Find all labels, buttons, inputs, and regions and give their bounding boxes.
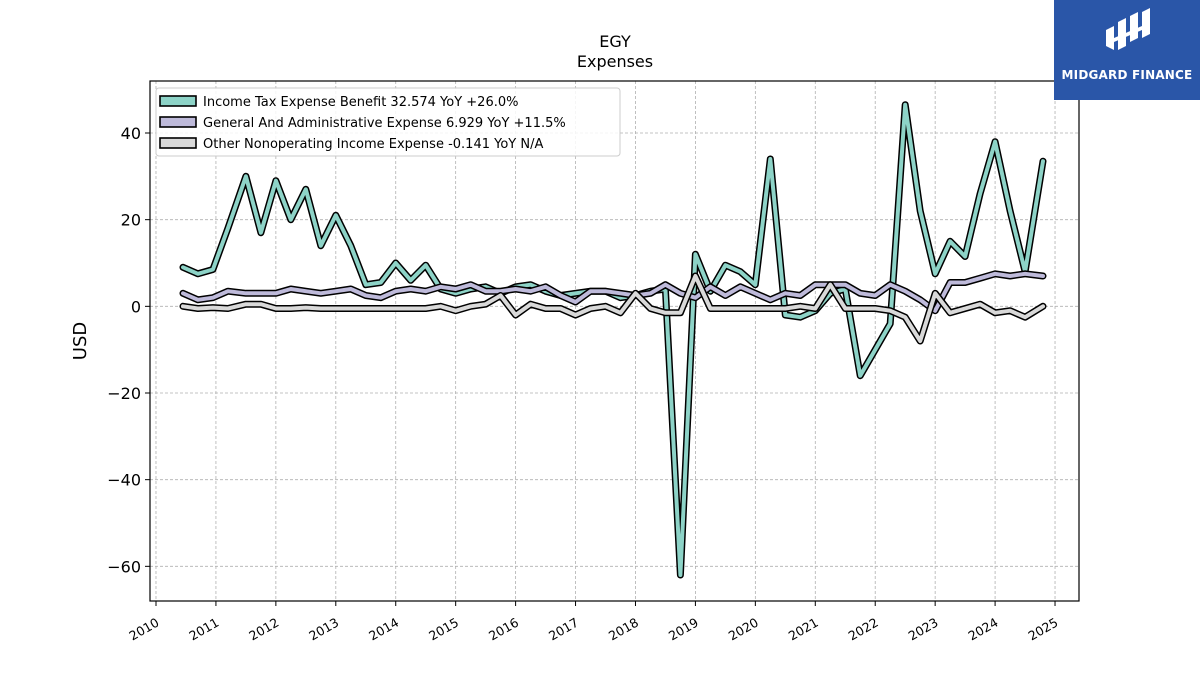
y-tick-label: 20	[121, 211, 141, 230]
x-tick-label: 2014	[366, 615, 401, 644]
logo-mark-icon	[1106, 8, 1150, 50]
x-tick-label: 2011	[186, 615, 221, 644]
grid	[150, 81, 1079, 601]
legend-label-3: Other Nonoperating Income Expense -0.141…	[203, 137, 543, 152]
brand-logo: MIDGARD FINANCE	[1054, 0, 1200, 100]
logo-wordmark: MIDGARD FINANCE	[1061, 68, 1193, 82]
chart-title: EGY	[599, 32, 631, 51]
x-tick-label: 2015	[426, 615, 461, 644]
x-tick-label: 2010	[126, 615, 161, 644]
series-line-2	[181, 271, 1045, 313]
x-tick-label: 2023	[906, 615, 941, 644]
x-tick-label: 2020	[726, 615, 761, 644]
plot-frame	[149, 80, 1080, 602]
legend-swatch-1	[159, 95, 197, 107]
legend-label-2: General And Administrative Expense 6.929…	[203, 116, 566, 131]
x-tick-label: 2019	[666, 615, 701, 644]
x-tick-label: 2017	[546, 615, 581, 644]
x-tick-label: 2018	[606, 615, 641, 644]
y-tick-label: 40	[121, 124, 141, 143]
y-tick-label: 0	[131, 297, 141, 316]
legend-label-1: Income Tax Expense Benefit 32.574 YoY +2…	[203, 95, 518, 110]
chart-subtitle: Expenses	[577, 52, 653, 71]
legend: Income Tax Expense Benefit 32.574 YoY +2…	[155, 87, 621, 157]
y-axis-label: USD	[70, 322, 91, 360]
series-line-3	[181, 274, 1045, 343]
series-line-1	[181, 102, 1045, 577]
x-tick-label: 2025	[1025, 615, 1060, 644]
x-tick-label: 2024	[966, 615, 1001, 644]
x-tick-label: 2013	[306, 615, 341, 644]
series-lines	[179, 101, 1047, 579]
x-tick-label: 2012	[246, 615, 281, 644]
y-tick-label: −60	[107, 557, 141, 576]
legend-swatch-3	[159, 137, 197, 149]
x-tick-label: 2022	[846, 615, 881, 644]
legend-box	[155, 87, 621, 157]
legend-swatch-2	[159, 116, 197, 128]
x-tick-label: 2021	[786, 615, 821, 644]
y-tick-label: −20	[107, 384, 141, 403]
y-tick-label: −40	[107, 471, 141, 490]
x-tick-label: 2016	[486, 615, 521, 644]
